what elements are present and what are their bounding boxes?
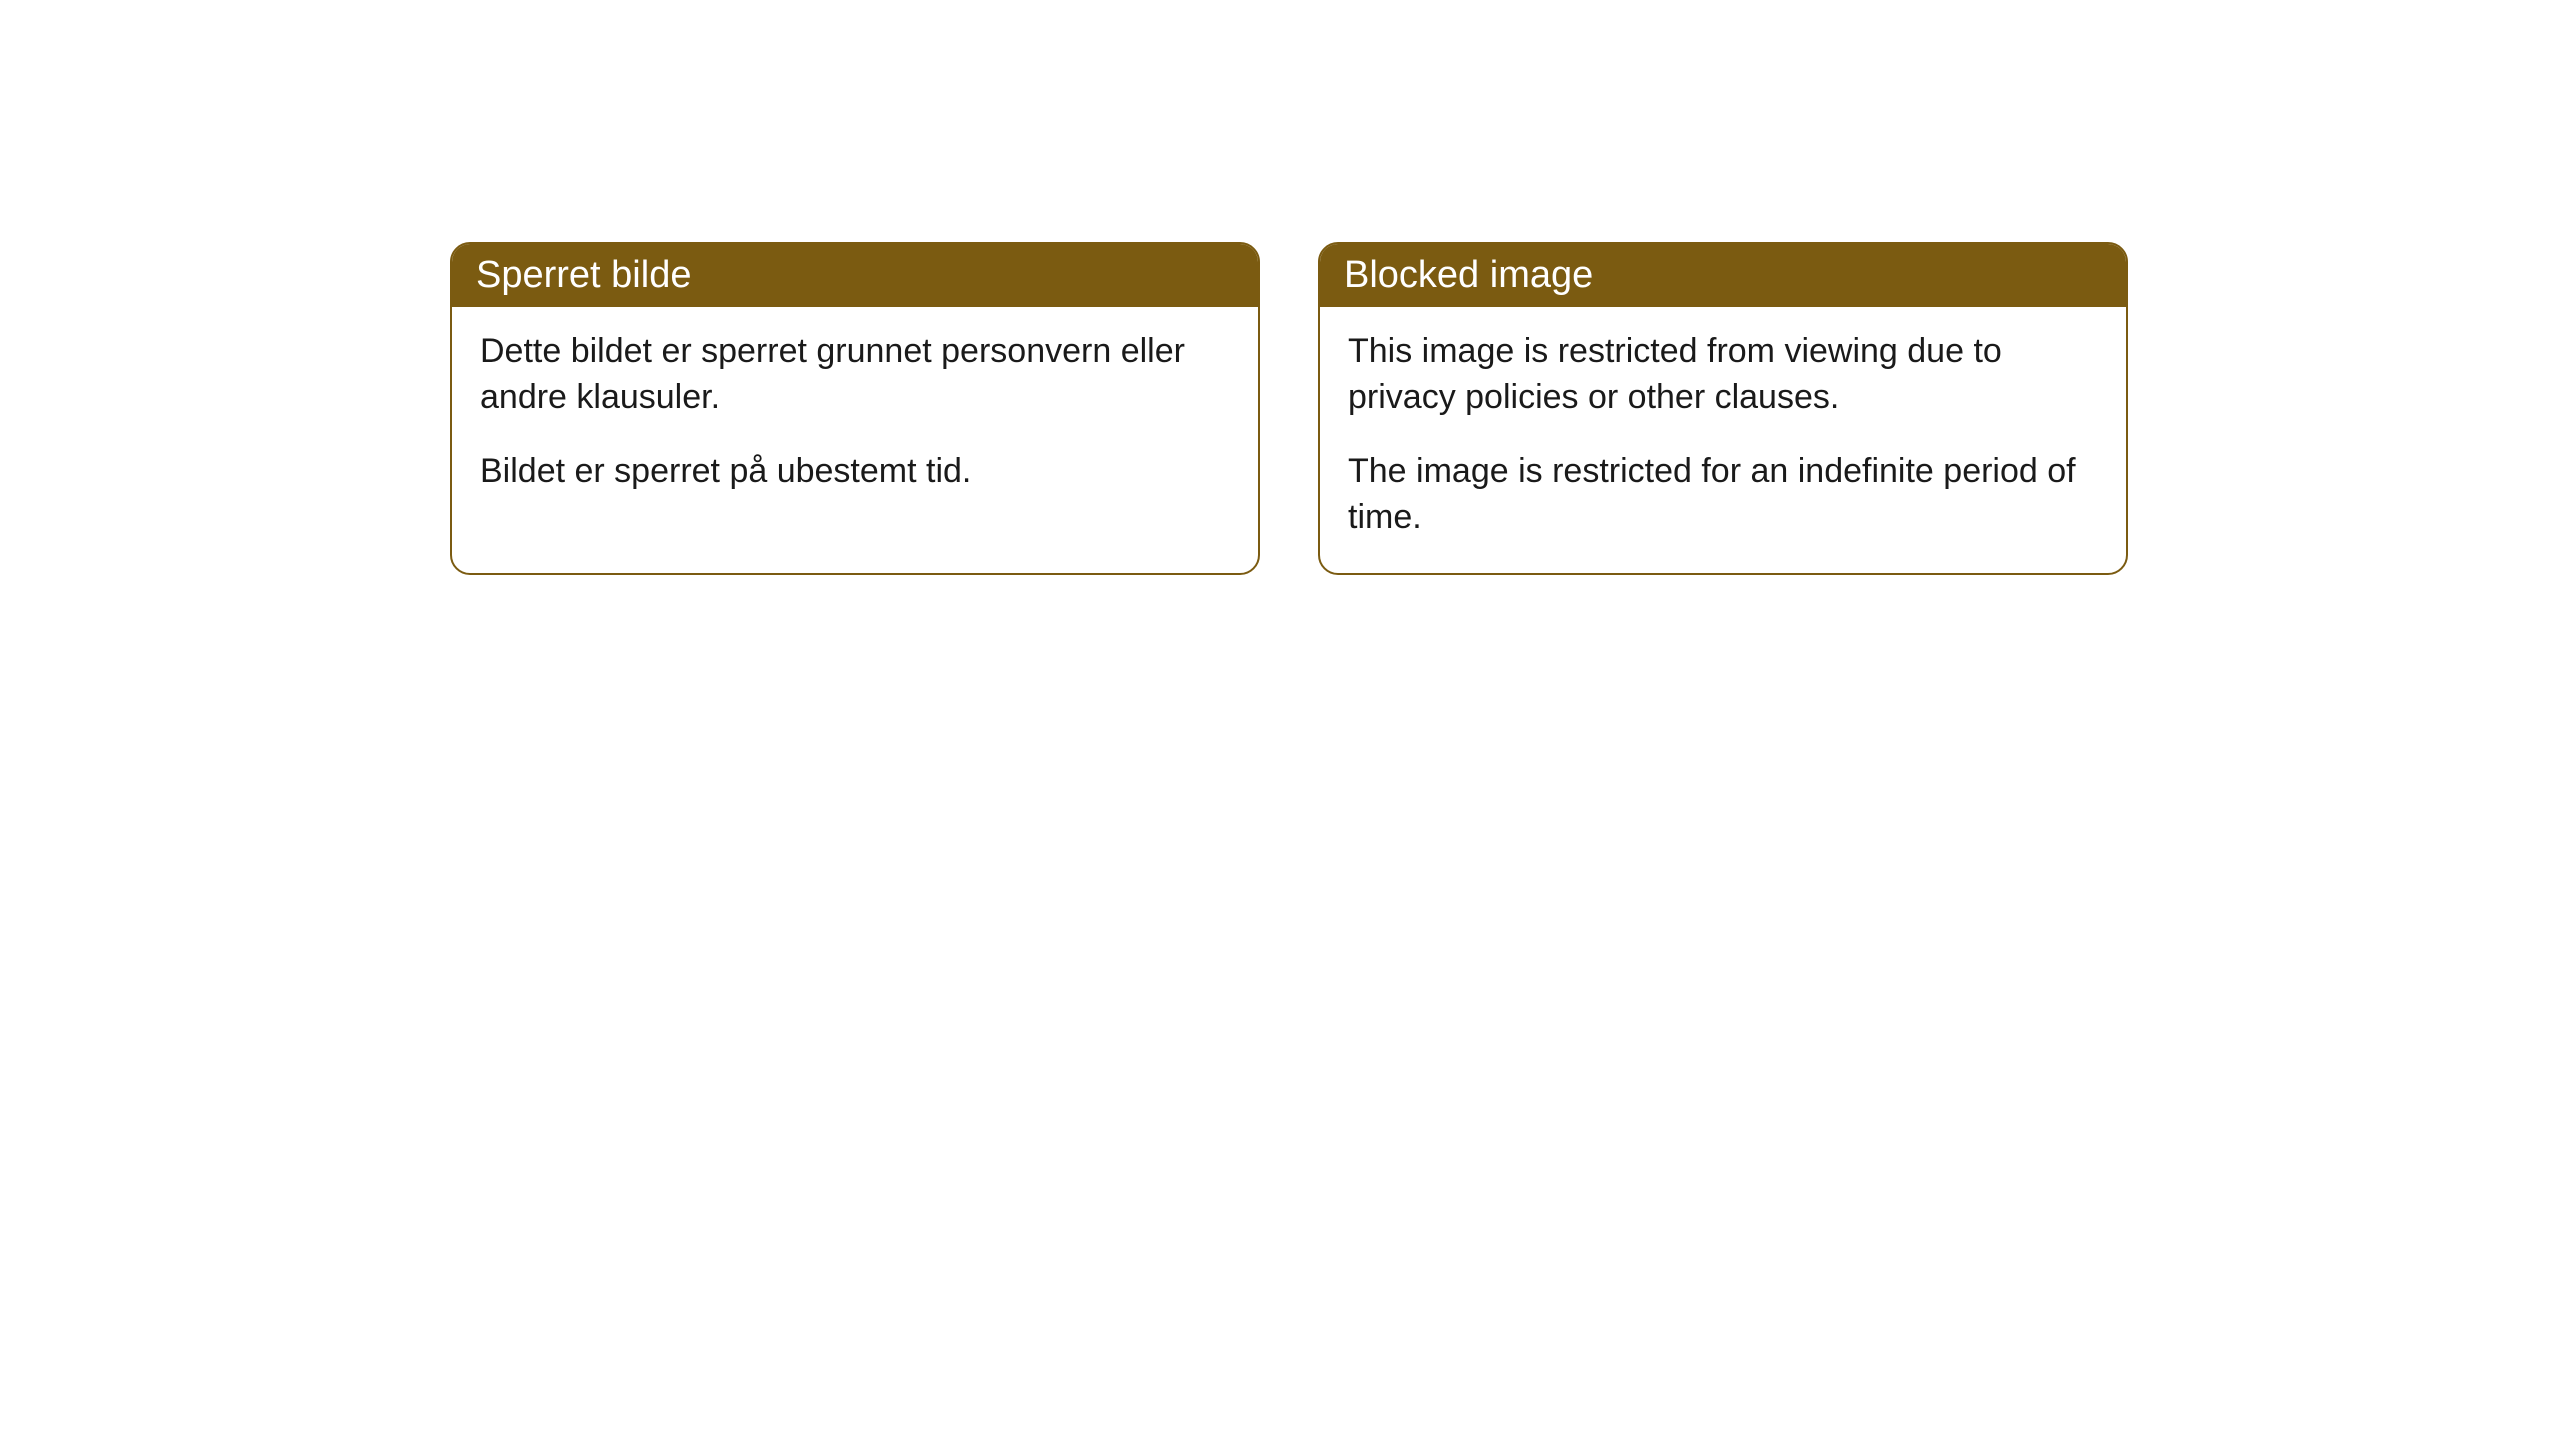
card-paragraph: Dette bildet er sperret grunnet personve…	[480, 329, 1230, 421]
notice-card-norwegian: Sperret bilde Dette bildet er sperret gr…	[450, 242, 1260, 575]
notice-card-english: Blocked image This image is restricted f…	[1318, 242, 2128, 575]
notice-container: Sperret bilde Dette bildet er sperret gr…	[0, 0, 2560, 575]
card-paragraph: The image is restricted for an indefinit…	[1348, 449, 2098, 541]
card-paragraph: Bildet er sperret på ubestemt tid.	[480, 449, 1230, 495]
card-header-title: Sperret bilde	[476, 254, 691, 296]
card-paragraph: This image is restricted from viewing du…	[1348, 329, 2098, 421]
card-header: Sperret bilde	[452, 244, 1258, 307]
card-header-title: Blocked image	[1344, 254, 1593, 296]
card-body: This image is restricted from viewing du…	[1320, 307, 2126, 573]
card-body: Dette bildet er sperret grunnet personve…	[452, 307, 1258, 527]
card-header: Blocked image	[1320, 244, 2126, 307]
